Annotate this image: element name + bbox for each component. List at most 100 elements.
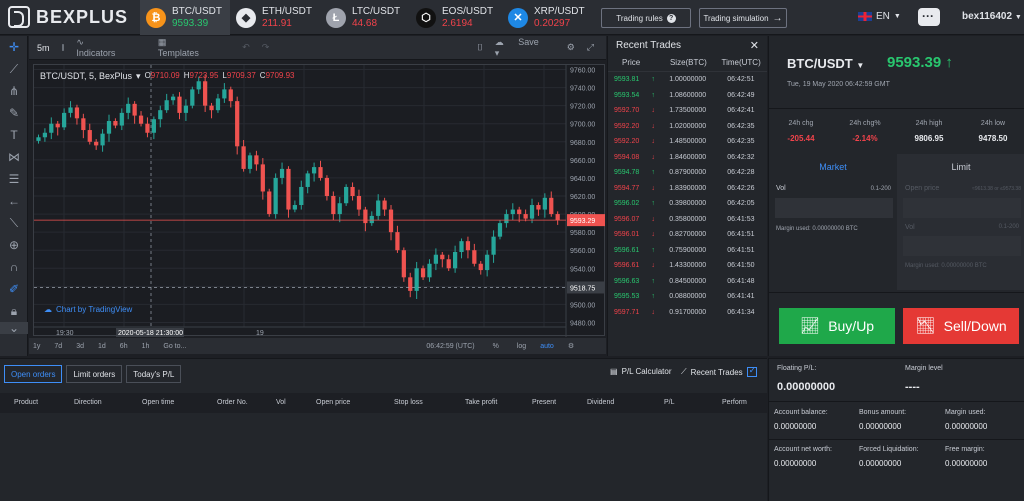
candle-body[interactable] [126, 103, 131, 113]
candle-body[interactable] [113, 121, 118, 126]
range-button[interactable]: 6h [119, 342, 128, 350]
candle-body[interactable] [395, 232, 400, 251]
candle-body[interactable] [138, 115, 144, 124]
fib-icon[interactable]: ☰ [8, 172, 20, 186]
range-button[interactable]: Go to... [163, 342, 187, 350]
column-header[interactable]: Stop loss [394, 399, 423, 406]
candle-body[interactable] [337, 203, 342, 215]
lock-drawing-icon[interactable]: ✐ [8, 282, 20, 296]
candle-body[interactable] [420, 268, 426, 278]
pl-calculator-button[interactable]: ▤ P/L Calculator [610, 367, 672, 376]
candle-body[interactable] [190, 89, 195, 106]
sell-down-button[interactable]: 📉︎ Sell/Down [903, 308, 1019, 344]
candle-body[interactable] [247, 155, 253, 169]
candle-body[interactable] [151, 119, 156, 133]
range-button[interactable]: 1y [33, 342, 41, 350]
arrow-left-icon[interactable]: ← [8, 194, 20, 208]
column-header[interactable]: Take profit [465, 399, 498, 406]
candle-body[interactable] [215, 98, 221, 111]
column-header[interactable]: Open price [316, 399, 351, 406]
camera-icon[interactable]: ⌷ [477, 42, 483, 52]
checkbox-checked-icon[interactable] [746, 365, 757, 377]
ticker-btc[interactable]: ₿ BTC/USDT 9593.39 [140, 0, 230, 35]
trading-simulation-button[interactable]: Trading simulation → [699, 8, 787, 28]
candle-body[interactable] [318, 167, 323, 178]
candle-body[interactable] [170, 96, 176, 101]
candle-body[interactable] [196, 81, 201, 90]
settings-gear-icon[interactable]: ⚙ [566, 42, 575, 52]
fullscreen-icon[interactable]: ⤢ [586, 42, 594, 52]
language-selector[interactable]: EN ▼ [858, 11, 901, 22]
range-button[interactable]: 1h [141, 342, 150, 350]
user-menu[interactable]: bex116402 ▼ [962, 11, 1022, 22]
candle-body[interactable] [459, 241, 464, 253]
candle-body[interactable] [254, 155, 259, 165]
candle-body[interactable] [324, 177, 330, 196]
candle-body[interactable] [273, 177, 278, 215]
ticker-eos[interactable]: ⬡ EOS/USDT 2.6194 [410, 0, 500, 35]
tradingview-watermark[interactable]: ☁ Chart by TradingView [44, 305, 132, 314]
trend-line-icon[interactable]: ⟋ [9, 61, 19, 76]
tab-limit[interactable]: Limit [897, 154, 1024, 180]
candle-body[interactable] [401, 250, 406, 278]
candle-body[interactable] [536, 205, 541, 210]
candle-type-icon[interactable]: ⫾ [61, 42, 65, 52]
candle-body[interactable] [132, 103, 137, 116]
candle-body[interactable] [472, 250, 477, 264]
candle-body[interactable] [94, 141, 99, 146]
column-header[interactable]: Direction [74, 399, 102, 406]
candle-body[interactable] [305, 173, 310, 187]
percent-toggle[interactable]: % [492, 342, 499, 350]
range-button[interactable]: 3d [76, 342, 84, 350]
crosshair-icon[interactable]: ✛ [8, 40, 20, 54]
candle-body[interactable] [81, 118, 86, 131]
lock-icon[interactable]: 🔒︎ [10, 303, 18, 318]
chat-icon[interactable] [918, 8, 940, 26]
candle-body[interactable] [183, 105, 189, 113]
candle-body[interactable] [504, 214, 509, 224]
candle-body[interactable] [491, 236, 496, 255]
close-icon[interactable]: ✕ [749, 39, 759, 52]
candle-body[interactable] [542, 197, 547, 210]
chevron-down-icon[interactable]: ⌄ [0, 321, 28, 335]
candle-body[interactable] [452, 252, 458, 269]
candle-body[interactable] [87, 130, 92, 142]
candle-body[interactable] [555, 214, 560, 221]
candle-body[interactable] [49, 123, 54, 133]
candle-body[interactable] [106, 121, 112, 134]
candle-body[interactable] [235, 101, 240, 147]
interval-button[interactable]: 5m [37, 42, 50, 53]
candle-body[interactable] [331, 196, 336, 215]
candle-body[interactable] [465, 241, 471, 251]
candle-body[interactable] [363, 209, 368, 224]
candle-body[interactable] [100, 133, 105, 146]
ticker-xrp[interactable]: ✕ XRP/USDT 0.20297 [502, 0, 594, 35]
candle-body[interactable] [446, 259, 451, 269]
candle-body[interactable] [279, 168, 285, 178]
candle-body[interactable] [388, 209, 394, 233]
buy-up-button[interactable]: 📈︎ Buy/Up [779, 308, 895, 344]
column-header[interactable]: Dividend [587, 399, 615, 406]
candle-body[interactable] [427, 263, 432, 278]
candle-body[interactable] [344, 186, 349, 204]
pitchfork-icon[interactable]: ⋔ [8, 84, 20, 98]
candle-body[interactable] [376, 200, 381, 216]
candle-body[interactable] [299, 186, 304, 206]
limit-vol-input[interactable] [903, 236, 1021, 256]
column-header[interactable]: Present [532, 399, 557, 406]
candle-body[interactable] [510, 209, 515, 215]
templates-button[interactable]: ▦ Templates [158, 37, 230, 58]
price-chart[interactable]: 9760.00 9740.00 9720.00 9700.00 9680.00 9660.… [33, 64, 605, 337]
candle-body[interactable] [311, 167, 317, 174]
candle-body[interactable] [222, 89, 227, 99]
undo-icon[interactable]: ↶ [242, 42, 250, 52]
ticker-eth[interactable]: ◆ ETH/USDT 211.91 [230, 0, 320, 35]
candle-body[interactable] [158, 110, 163, 120]
log-toggle[interactable]: log [516, 342, 527, 350]
candle-body[interactable] [485, 254, 490, 271]
chart-settings-icon[interactable]: ⚙ [567, 343, 575, 350]
candle-body[interactable] [42, 132, 48, 138]
candle-body[interactable] [414, 268, 419, 291]
candle-body[interactable] [177, 96, 182, 113]
candle-body[interactable] [267, 191, 272, 215]
